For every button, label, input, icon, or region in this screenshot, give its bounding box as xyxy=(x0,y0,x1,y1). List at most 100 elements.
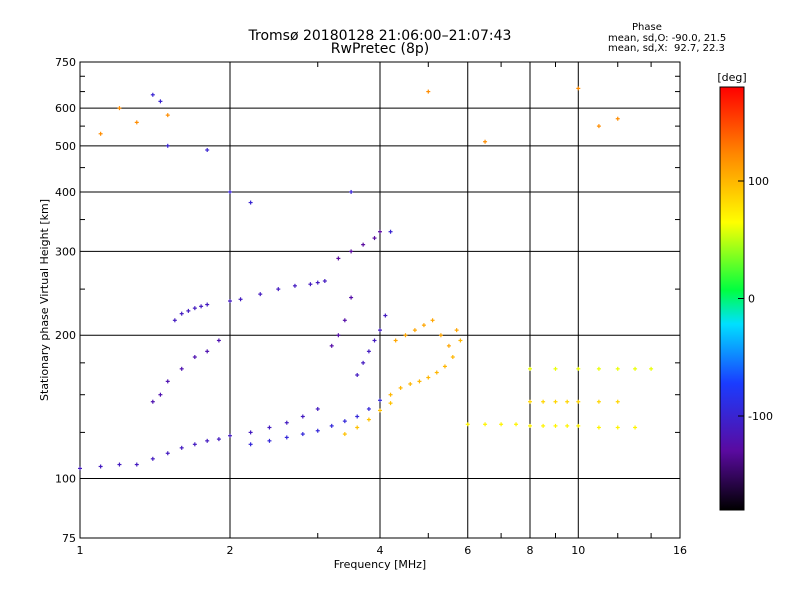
data-point xyxy=(633,425,638,430)
x-tick-label: 16 xyxy=(673,544,687,557)
x-tick-label: 4 xyxy=(377,544,384,557)
data-point xyxy=(165,451,170,456)
x-axis-label: Frequency [MHz] xyxy=(334,558,426,571)
data-point xyxy=(421,323,426,328)
data-point xyxy=(150,399,155,404)
data-point xyxy=(434,370,439,375)
data-point xyxy=(454,328,459,333)
data-point xyxy=(300,432,305,437)
data-point xyxy=(483,422,488,427)
data-point xyxy=(576,366,581,371)
data-point xyxy=(258,292,263,297)
x-tick-label: 6 xyxy=(464,544,471,557)
colorbar-tick-label: 100 xyxy=(748,175,769,188)
data-point xyxy=(117,106,122,111)
y-tick-label: 500 xyxy=(55,140,76,153)
x-tick-label: 8 xyxy=(527,544,534,557)
data-point xyxy=(553,366,558,371)
x-tick-label: 2 xyxy=(227,544,234,557)
data-point xyxy=(342,419,347,424)
data-point xyxy=(315,428,320,433)
data-point xyxy=(165,113,170,118)
data-points xyxy=(78,86,654,471)
data-point xyxy=(158,99,163,104)
data-point xyxy=(499,422,504,427)
data-point xyxy=(179,311,184,316)
data-point xyxy=(576,399,581,404)
data-point xyxy=(378,229,382,234)
data-point xyxy=(438,333,443,338)
colorbar: [deg] 100 0 -100 xyxy=(717,71,773,511)
data-point xyxy=(378,328,382,333)
data-point xyxy=(355,373,360,378)
data-point xyxy=(366,406,371,411)
data-point xyxy=(378,398,382,403)
data-point xyxy=(398,385,403,390)
data-point xyxy=(596,399,601,404)
data-point xyxy=(458,338,463,343)
phase-heading: Phase xyxy=(632,22,662,33)
data-point xyxy=(528,399,532,404)
colorbar-label: [deg] xyxy=(717,71,746,84)
data-point xyxy=(349,249,354,254)
colorbar-tick-label: 0 xyxy=(748,293,755,306)
data-point xyxy=(528,423,532,428)
data-point xyxy=(565,399,570,404)
chart-subtitle: RwPretec (8p) xyxy=(330,41,430,57)
data-point xyxy=(179,366,184,371)
data-point xyxy=(528,366,532,371)
y-axis-label: Stationary phase Virtual Height [km] xyxy=(38,199,51,401)
data-point xyxy=(179,445,184,450)
data-point xyxy=(329,343,334,348)
y-tick-label: 75 xyxy=(62,532,76,545)
data-point xyxy=(205,349,210,354)
chart-title: Tromsø 20180128 21:06:00–21:07:43 xyxy=(248,28,512,44)
data-point xyxy=(361,360,366,365)
data-point xyxy=(430,318,435,323)
phase-stats-x: mean, sd,X: 92.7, 22.3 xyxy=(608,43,725,54)
data-point xyxy=(192,442,197,447)
data-point xyxy=(378,408,382,413)
data-point xyxy=(408,381,413,386)
data-point xyxy=(329,423,334,428)
data-point xyxy=(192,355,197,360)
data-point xyxy=(205,302,210,307)
data-point xyxy=(596,366,601,371)
data-point xyxy=(315,406,320,411)
data-point xyxy=(284,420,289,425)
data-point xyxy=(403,333,408,338)
x-tick-label: 1 xyxy=(77,544,84,557)
axis-ticks: 1 2 4 6 8 10 16 75 100 200 300 400 500 600 750 xyxy=(55,56,687,557)
data-point xyxy=(383,313,388,318)
data-point xyxy=(134,462,139,467)
data-point xyxy=(315,280,320,285)
data-point xyxy=(372,338,377,343)
data-point xyxy=(284,435,289,440)
data-point xyxy=(541,399,546,404)
data-point xyxy=(417,379,422,384)
data-point xyxy=(186,308,191,313)
data-point xyxy=(228,299,232,304)
y-tick-label: 400 xyxy=(55,186,76,199)
data-point xyxy=(150,456,155,461)
data-point xyxy=(117,462,122,467)
data-point xyxy=(98,131,103,136)
data-point xyxy=(342,318,347,323)
data-point xyxy=(267,438,272,443)
data-point xyxy=(576,86,581,91)
data-point xyxy=(596,425,601,430)
y-tick-label: 200 xyxy=(55,329,76,342)
data-point xyxy=(615,425,620,430)
data-point xyxy=(355,425,360,430)
data-point xyxy=(393,338,398,343)
data-point xyxy=(553,423,558,428)
data-point xyxy=(615,366,620,371)
data-point xyxy=(355,414,360,419)
data-point xyxy=(248,430,253,435)
data-point xyxy=(192,306,197,311)
data-point xyxy=(248,200,253,205)
data-point xyxy=(388,401,393,406)
data-point xyxy=(553,399,558,404)
data-point xyxy=(336,256,341,261)
data-point xyxy=(426,89,431,94)
